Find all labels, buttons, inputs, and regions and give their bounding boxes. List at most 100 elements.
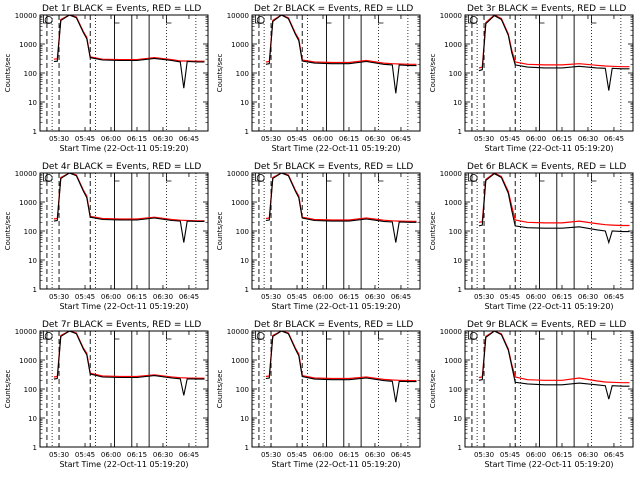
x-axis-label: Start Time (22-Oct-11 05:19:20) xyxy=(271,460,400,469)
flag-mark xyxy=(114,173,120,182)
y-tick-label: 10 xyxy=(240,415,249,423)
series-line-lld xyxy=(265,15,417,65)
saa-marker xyxy=(256,16,265,24)
y-tick-label: 1 xyxy=(33,444,37,452)
y-axis-label: Counts/sec xyxy=(4,54,12,93)
x-axis-label: Start Time (22-Oct-11 05:19:20) xyxy=(271,144,400,153)
y-tick-label: 1000 xyxy=(444,357,462,365)
x-tick-label: 06:30 xyxy=(578,135,598,143)
series-line-events xyxy=(478,15,630,91)
flag-mark xyxy=(114,331,120,340)
y-tick-label: 1 xyxy=(33,128,37,136)
x-tick-label: 06:00 xyxy=(101,135,121,143)
series-line-lld xyxy=(53,15,205,62)
y-tick-label: 10000 xyxy=(227,12,249,20)
plot-frame xyxy=(39,14,209,132)
x-tick-label: 06:30 xyxy=(578,451,598,459)
x-tick-label: 05:45 xyxy=(500,451,520,459)
y-tick-label: 1 xyxy=(458,128,462,136)
x-tick-label: 06:45 xyxy=(179,451,199,459)
series-line-events xyxy=(53,173,205,243)
flag-mark xyxy=(539,15,545,24)
x-tick-label: 06:30 xyxy=(365,451,385,459)
x-tick-label: 05:30 xyxy=(261,451,281,459)
y-tick-label: 100 xyxy=(236,386,249,394)
panel-8: Det 8r BLACK = Events, RED = LLD Counts/s… xyxy=(216,320,421,469)
series-line-events xyxy=(53,331,205,396)
y-tick-label: 10000 xyxy=(440,12,462,20)
flag-mark xyxy=(378,331,384,340)
panel-6: Det 6r BLACK = Events, RED = LLD Counts/s… xyxy=(429,162,634,311)
x-tick-label: 06:00 xyxy=(526,293,546,301)
y-tick-label: 1000 xyxy=(19,199,37,207)
flag-mark xyxy=(539,173,545,182)
flag-mark xyxy=(114,15,120,24)
panel-title: Det 6r BLACK = Events, RED = LLD xyxy=(467,162,626,172)
x-axis-label: Start Time (22-Oct-11 05:19:20) xyxy=(59,302,188,311)
panel-9: Det 9r BLACK = Events, RED = LLD Counts/s… xyxy=(429,320,634,469)
y-tick-label: 10 xyxy=(240,257,249,265)
y-axis-label: Counts/sec xyxy=(216,54,224,93)
x-tick-label: 06:30 xyxy=(578,293,598,301)
y-tick-label: 10000 xyxy=(440,170,462,178)
y-tick-label: 100 xyxy=(449,70,462,78)
x-tick-label: 06:15 xyxy=(552,135,572,143)
x-tick-label: 06:45 xyxy=(179,293,199,301)
x-tick-label: 06:00 xyxy=(101,293,121,301)
x-tick-label: 05:45 xyxy=(75,135,95,143)
y-tick-label: 1000 xyxy=(231,199,249,207)
x-tick-label: 06:15 xyxy=(552,293,572,301)
y-tick-label: 1000 xyxy=(444,199,462,207)
series-line-events xyxy=(265,331,417,403)
x-tick-label: 06:15 xyxy=(339,135,359,143)
series-line-lld xyxy=(53,173,205,222)
series-line-events xyxy=(265,173,417,243)
y-tick-label: 1 xyxy=(458,444,462,452)
flag-mark xyxy=(591,331,597,340)
y-tick-label: 100 xyxy=(449,386,462,394)
x-axis-label: Start Time (22-Oct-11 05:19:20) xyxy=(59,460,188,469)
x-tick-label: 05:45 xyxy=(500,135,520,143)
panel-title: Det 1r BLACK = Events, RED = LLD xyxy=(42,4,201,14)
x-tick-label: 06:30 xyxy=(365,135,385,143)
plot-frame xyxy=(464,172,634,290)
panel-title: Det 3r BLACK = Events, RED = LLD xyxy=(467,4,626,14)
x-tick-label: 06:45 xyxy=(391,293,411,301)
y-tick-label: 100 xyxy=(24,228,37,236)
x-tick-label: 06:00 xyxy=(313,135,333,143)
y-tick-label: 1000 xyxy=(444,41,462,49)
y-axis-label: Counts/sec xyxy=(4,370,12,409)
panel-4: Det 4r BLACK = Events, RED = LLD Counts/s… xyxy=(4,162,209,311)
series-line-lld xyxy=(265,173,417,222)
x-tick-label: 05:30 xyxy=(474,451,494,459)
y-axis-label: Counts/sec xyxy=(216,370,224,409)
x-tick-label: 05:45 xyxy=(287,293,307,301)
y-axis-label: Counts/sec xyxy=(429,370,437,409)
panel-7: Det 7r BLACK = Events, RED = LLD Counts/s… xyxy=(4,320,209,469)
x-axis-label: Start Time (22-Oct-11 05:19:20) xyxy=(484,302,613,311)
x-tick-label: 06:30 xyxy=(153,293,173,301)
x-tick-label: 06:45 xyxy=(391,135,411,143)
y-tick-label: 10 xyxy=(453,257,462,265)
saa-marker xyxy=(44,16,53,24)
y-tick-label: 100 xyxy=(449,228,462,236)
y-tick-label: 100 xyxy=(236,228,249,236)
saa-marker xyxy=(44,332,53,340)
y-tick-label: 100 xyxy=(24,386,37,394)
y-axis-label: Counts/sec xyxy=(429,212,437,251)
y-axis-label: Counts/sec xyxy=(216,212,224,251)
x-tick-label: 05:45 xyxy=(75,451,95,459)
saa-marker xyxy=(469,174,478,182)
saa-marker xyxy=(256,332,265,340)
x-tick-label: 06:00 xyxy=(101,451,121,459)
saa-marker xyxy=(469,16,478,24)
series-line-events xyxy=(265,15,417,94)
x-tick-label: 06:45 xyxy=(604,135,624,143)
series-line-lld xyxy=(265,331,417,382)
x-tick-label: 06:15 xyxy=(127,451,147,459)
panel-5: Det 5r BLACK = Events, RED = LLD Counts/s… xyxy=(216,162,421,311)
x-tick-label: 06:45 xyxy=(604,451,624,459)
series-line-events xyxy=(53,15,205,89)
x-axis-label: Start Time (22-Oct-11 05:19:20) xyxy=(484,144,613,153)
x-tick-label: 06:15 xyxy=(339,451,359,459)
